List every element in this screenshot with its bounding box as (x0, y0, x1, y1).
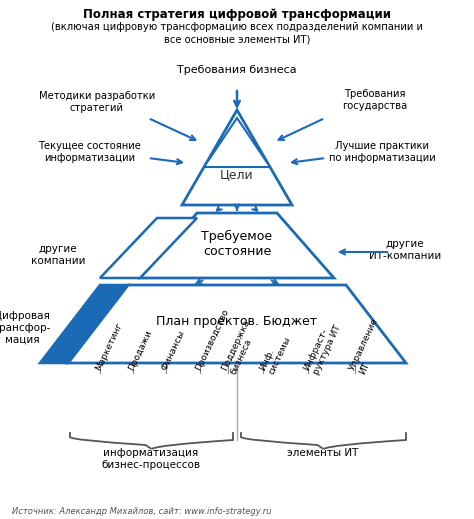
Text: Источник: Александр Михайлов, сайт: www.info-strategy.ru: Источник: Александр Михайлов, сайт: www.… (12, 507, 272, 515)
Text: Текущее состояние
информатизации: Текущее состояние информатизации (38, 141, 141, 163)
Text: Цели: Цели (220, 169, 254, 182)
Text: Инф.
системы: Инф. системы (258, 331, 293, 376)
Text: Цифровая
трансфор-
мация: Цифровая трансфор- мация (0, 311, 51, 345)
Text: Методики разработки
стратегий: Методики разработки стратегий (39, 91, 155, 113)
Text: Инфраст-
руктура ИТ: Инфраст- руктура ИТ (302, 319, 342, 376)
Text: План проектов. Бюджет: План проектов. Бюджет (156, 316, 318, 329)
Text: Полная стратегия цифровой трансформации: Полная стратегия цифровой трансформации (83, 8, 391, 21)
Text: Продажи: Продажи (127, 329, 154, 372)
Polygon shape (68, 285, 406, 363)
Polygon shape (40, 285, 128, 363)
Text: все основные элементы ИТ): все основные элементы ИТ) (164, 34, 310, 44)
Polygon shape (140, 213, 334, 278)
Text: другие
ИТ-компании: другие ИТ-компании (369, 239, 441, 261)
Text: Маркетинг: Маркетинг (94, 321, 124, 372)
Text: информатизация
бизнес-процессов: информатизация бизнес-процессов (101, 448, 201, 470)
Text: (включая цифровую трансформацию всех подразделений компании и: (включая цифровую трансформацию всех под… (51, 22, 423, 32)
Polygon shape (100, 218, 197, 278)
Text: Лучшие практики
по информатизации: Лучшие практики по информатизации (328, 141, 436, 163)
Text: другие
компании: другие компании (31, 244, 85, 266)
Polygon shape (182, 110, 292, 205)
Text: Финансы: Финансы (160, 329, 186, 372)
Text: элементы ИТ: элементы ИТ (287, 448, 359, 458)
Text: Требования бизнеса: Требования бизнеса (177, 65, 297, 75)
Text: Требования
государства: Требования государства (342, 89, 408, 111)
Text: Производство: Производство (194, 307, 230, 372)
Text: Управление
ИТ: Управление ИТ (348, 317, 390, 376)
Text: Требуемое
состояние: Требуемое состояние (201, 230, 273, 258)
Polygon shape (204, 118, 270, 167)
Text: Поддержка
бизнеса: Поддержка бизнеса (220, 318, 261, 376)
